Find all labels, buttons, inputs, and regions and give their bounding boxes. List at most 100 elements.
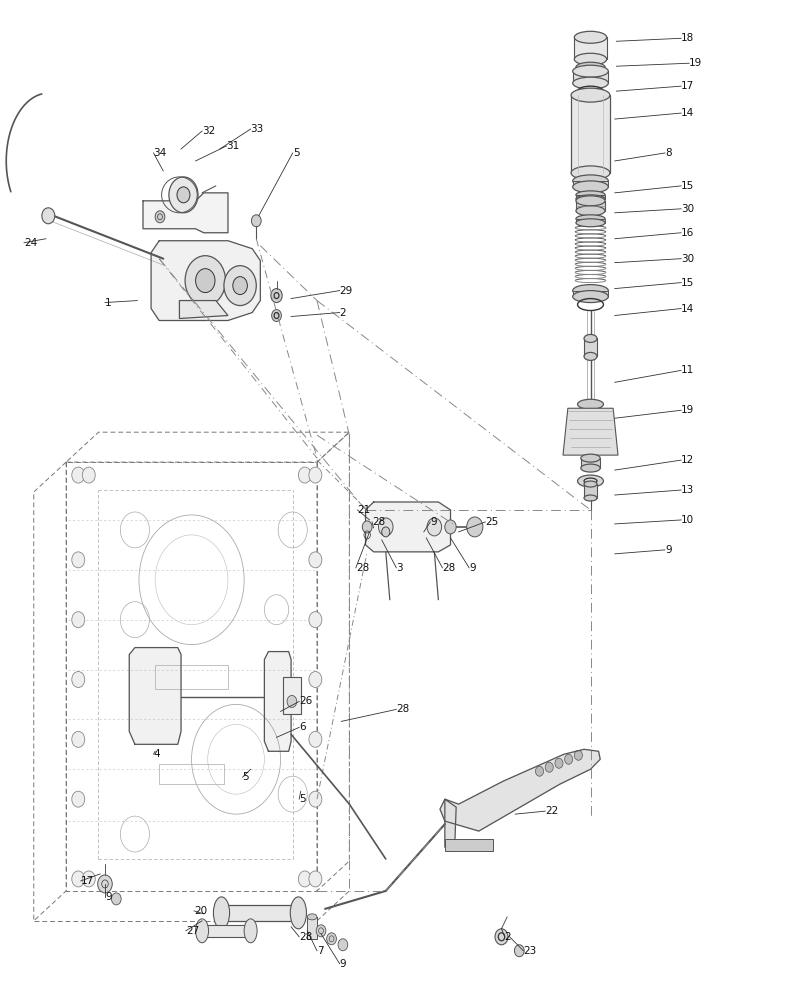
Polygon shape [444, 799, 456, 851]
Text: 2: 2 [504, 932, 511, 942]
Text: 24: 24 [24, 238, 37, 248]
Circle shape [573, 750, 581, 760]
Text: 12: 12 [680, 455, 693, 465]
Circle shape [185, 256, 225, 306]
Bar [202, 925, 251, 937]
Text: 7: 7 [316, 946, 324, 956]
Circle shape [544, 762, 552, 772]
Text: 33: 33 [251, 124, 264, 134]
Text: 5: 5 [242, 772, 249, 782]
Text: 13: 13 [680, 485, 693, 495]
Polygon shape [129, 648, 181, 744]
Text: 29: 29 [339, 286, 353, 296]
Text: 20: 20 [194, 906, 207, 916]
Circle shape [233, 277, 247, 295]
Text: 14: 14 [680, 304, 693, 314]
Circle shape [554, 758, 562, 768]
Circle shape [298, 871, 311, 887]
Polygon shape [440, 749, 599, 831]
Text: 14: 14 [680, 108, 693, 118]
Ellipse shape [572, 175, 607, 187]
Text: 8: 8 [664, 148, 671, 158]
Circle shape [308, 467, 321, 483]
Text: 26: 26 [298, 696, 312, 706]
Bar [572, 71, 607, 83]
Ellipse shape [290, 897, 306, 929]
Ellipse shape [575, 196, 604, 206]
Circle shape [42, 208, 54, 224]
Text: 9: 9 [339, 959, 345, 969]
Ellipse shape [572, 65, 607, 77]
Ellipse shape [195, 919, 208, 943]
Text: 22: 22 [544, 806, 558, 816]
Circle shape [111, 893, 121, 905]
Text: 28: 28 [355, 563, 369, 573]
Text: 5: 5 [298, 794, 306, 804]
Circle shape [82, 467, 95, 483]
Text: 28: 28 [371, 517, 384, 527]
Polygon shape [179, 301, 228, 319]
Circle shape [298, 467, 311, 483]
Circle shape [308, 612, 321, 628]
Text: 34: 34 [153, 148, 166, 158]
Ellipse shape [572, 77, 607, 89]
Text: 30: 30 [680, 204, 693, 214]
Text: 28: 28 [298, 932, 312, 942]
Ellipse shape [577, 475, 603, 487]
Circle shape [71, 791, 84, 807]
Circle shape [466, 517, 483, 537]
Ellipse shape [572, 181, 607, 193]
Circle shape [362, 521, 371, 533]
Ellipse shape [583, 352, 596, 360]
Ellipse shape [573, 31, 606, 43]
Ellipse shape [580, 454, 599, 462]
Circle shape [308, 871, 321, 887]
Text: 28: 28 [442, 563, 455, 573]
Text: 9: 9 [430, 517, 436, 527]
Text: 19: 19 [689, 58, 702, 68]
Circle shape [534, 766, 543, 776]
Circle shape [97, 875, 112, 893]
Ellipse shape [572, 291, 607, 303]
Bar [580, 458, 599, 468]
Ellipse shape [575, 62, 604, 72]
Ellipse shape [575, 219, 604, 227]
Ellipse shape [575, 206, 604, 216]
Circle shape [495, 929, 508, 945]
Bar [575, 219, 604, 223]
Text: 31: 31 [226, 141, 239, 151]
Ellipse shape [573, 53, 606, 65]
Circle shape [71, 672, 84, 687]
Text: 17: 17 [680, 81, 693, 91]
Circle shape [326, 933, 336, 945]
Ellipse shape [570, 166, 609, 180]
Bar [583, 338, 596, 356]
Bar [283, 677, 300, 714]
Text: 32: 32 [202, 126, 215, 136]
Circle shape [272, 310, 281, 321]
Ellipse shape [307, 914, 316, 920]
Text: 28: 28 [396, 704, 409, 714]
Text: 18: 18 [680, 33, 693, 43]
Ellipse shape [583, 481, 596, 487]
Ellipse shape [575, 195, 604, 203]
Bar [444, 839, 493, 851]
Circle shape [308, 791, 321, 807]
Ellipse shape [583, 334, 596, 342]
Polygon shape [151, 241, 260, 320]
Bar [572, 291, 607, 297]
Ellipse shape [583, 495, 596, 501]
Text: 27: 27 [186, 926, 199, 936]
Bar [221, 905, 298, 921]
Bar [572, 181, 607, 187]
Text: 21: 21 [357, 505, 371, 515]
Bar [570, 95, 609, 173]
Ellipse shape [244, 919, 257, 943]
Text: 11: 11 [680, 365, 693, 375]
Ellipse shape [580, 464, 599, 472]
Text: 9: 9 [664, 545, 671, 555]
Circle shape [337, 939, 347, 951]
Text: 10: 10 [680, 515, 693, 525]
Bar [583, 484, 596, 498]
Text: 6: 6 [298, 722, 306, 732]
